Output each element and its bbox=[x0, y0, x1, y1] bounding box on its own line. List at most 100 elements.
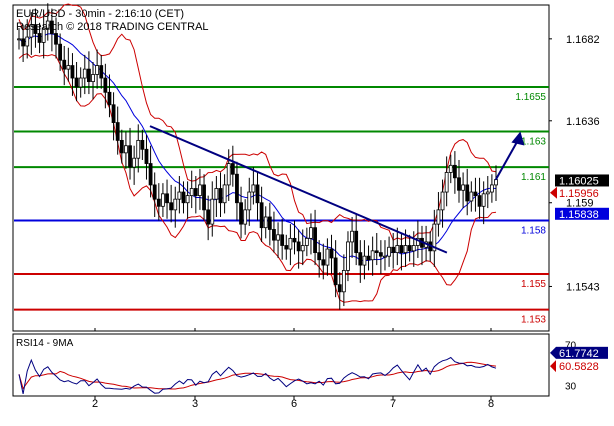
candle-body bbox=[469, 191, 474, 202]
candle-body bbox=[243, 209, 248, 225]
candle-body bbox=[378, 252, 383, 257]
rsi-line bbox=[18, 356, 497, 395]
candle-body bbox=[132, 157, 137, 168]
candle-body bbox=[214, 188, 219, 200]
candle-body bbox=[115, 122, 120, 141]
candle-body bbox=[62, 59, 67, 70]
candle-body bbox=[358, 252, 363, 266]
price-tick-label-3: 1.1543 bbox=[566, 281, 600, 293]
candle-body bbox=[148, 163, 153, 186]
candle-body bbox=[403, 245, 408, 254]
rsi-tick-label-1: 30 bbox=[565, 382, 577, 393]
candle-body bbox=[25, 36, 30, 47]
candle-body bbox=[481, 193, 486, 207]
candle-body bbox=[452, 164, 457, 179]
candle-body bbox=[259, 202, 264, 229]
candle-body bbox=[444, 172, 449, 193]
candle-body bbox=[74, 77, 79, 88]
level-lines: 1.1655 1.163 1.161 1.158 1.155 1.153 bbox=[14, 85, 549, 326]
level-label-0: 1.1655 bbox=[515, 92, 546, 103]
candle-body bbox=[128, 145, 132, 168]
price-tick-label-1: 1.1636 bbox=[566, 116, 600, 128]
candle-body bbox=[169, 202, 174, 211]
level-label-2: 1.161 bbox=[521, 172, 546, 183]
rsi-tag-pointer bbox=[550, 360, 556, 373]
candle-body bbox=[457, 177, 461, 191]
candle-body bbox=[222, 184, 227, 204]
rsi-tag-bg bbox=[556, 360, 608, 373]
candle-body bbox=[292, 237, 297, 243]
candle-body bbox=[173, 198, 178, 211]
candle-body bbox=[448, 164, 453, 173]
time-tick-label-1: 3 bbox=[192, 398, 198, 410]
bollinger-upper bbox=[18, 3, 497, 241]
candle-body bbox=[350, 230, 354, 243]
level-label-1: 1.163 bbox=[521, 136, 546, 147]
candle-body bbox=[399, 245, 404, 254]
price-tag-text: 1.16025 bbox=[559, 175, 599, 187]
candle-body bbox=[177, 191, 182, 200]
candle-body bbox=[317, 252, 322, 261]
candle-body bbox=[119, 139, 124, 154]
candle-body bbox=[337, 284, 342, 293]
rsi-panel bbox=[12, 333, 550, 397]
price-tag-last: 1.16025 bbox=[555, 174, 609, 187]
candle-body bbox=[111, 104, 116, 123]
candle-body bbox=[78, 77, 83, 88]
candle-body bbox=[37, 33, 42, 43]
candle-body bbox=[54, 33, 58, 45]
chart-title: EUR/USD - 30min - 2:16:10 (CET) bbox=[16, 8, 184, 20]
bollinger-lower bbox=[18, 53, 497, 303]
candle-body bbox=[165, 193, 169, 204]
projection-arrow-shaft bbox=[494, 138, 520, 181]
candle-body bbox=[95, 65, 100, 75]
candle-body bbox=[189, 188, 194, 197]
candle-body bbox=[473, 191, 478, 197]
candle-body bbox=[325, 248, 330, 266]
price-tick-label-0: 1.1682 bbox=[566, 34, 600, 46]
candle-body bbox=[383, 255, 387, 258]
level-label-4: 1.155 bbox=[521, 279, 546, 290]
rsi-title: RSI14 - 9MA bbox=[16, 338, 74, 349]
rsi-tag-text: 61.7742 bbox=[559, 348, 599, 360]
candle-body bbox=[99, 65, 104, 79]
candle-body bbox=[263, 216, 268, 229]
candle-body bbox=[136, 139, 141, 159]
candle-body bbox=[255, 184, 260, 204]
candle-body bbox=[313, 227, 317, 254]
candle-body bbox=[440, 191, 445, 211]
candle-body bbox=[45, 20, 50, 29]
candle-body bbox=[239, 202, 243, 225]
candle-body bbox=[49, 20, 54, 34]
candle-body bbox=[29, 24, 34, 38]
candle-body bbox=[333, 257, 338, 286]
candle-body bbox=[103, 77, 108, 93]
trendline-layer bbox=[149, 125, 525, 254]
candle-body bbox=[321, 259, 326, 266]
candle-body bbox=[140, 139, 145, 150]
candle-body bbox=[107, 91, 112, 106]
rsi-tag-rsi: 61.7742 bbox=[550, 346, 608, 360]
candle-body bbox=[235, 173, 239, 204]
candle-body bbox=[21, 38, 26, 47]
candle-body bbox=[407, 245, 412, 252]
candle-body bbox=[144, 148, 149, 164]
candle-body bbox=[280, 234, 285, 246]
candle-body bbox=[17, 38, 21, 41]
candle-body bbox=[82, 68, 87, 79]
price-tick-label-2: 1.159 bbox=[566, 198, 594, 210]
candle-body bbox=[391, 246, 396, 254]
price-tag-text: 1.15956 bbox=[559, 188, 599, 200]
candle-body bbox=[87, 68, 91, 83]
candle-body bbox=[185, 195, 190, 204]
candle-body bbox=[91, 74, 95, 83]
time-tick-label-0: 2 bbox=[92, 398, 98, 410]
candle-body bbox=[230, 163, 235, 175]
price-tag-bg bbox=[555, 174, 609, 187]
rsi-tick-label-0: 70 bbox=[565, 340, 577, 351]
candle-body bbox=[198, 184, 202, 197]
